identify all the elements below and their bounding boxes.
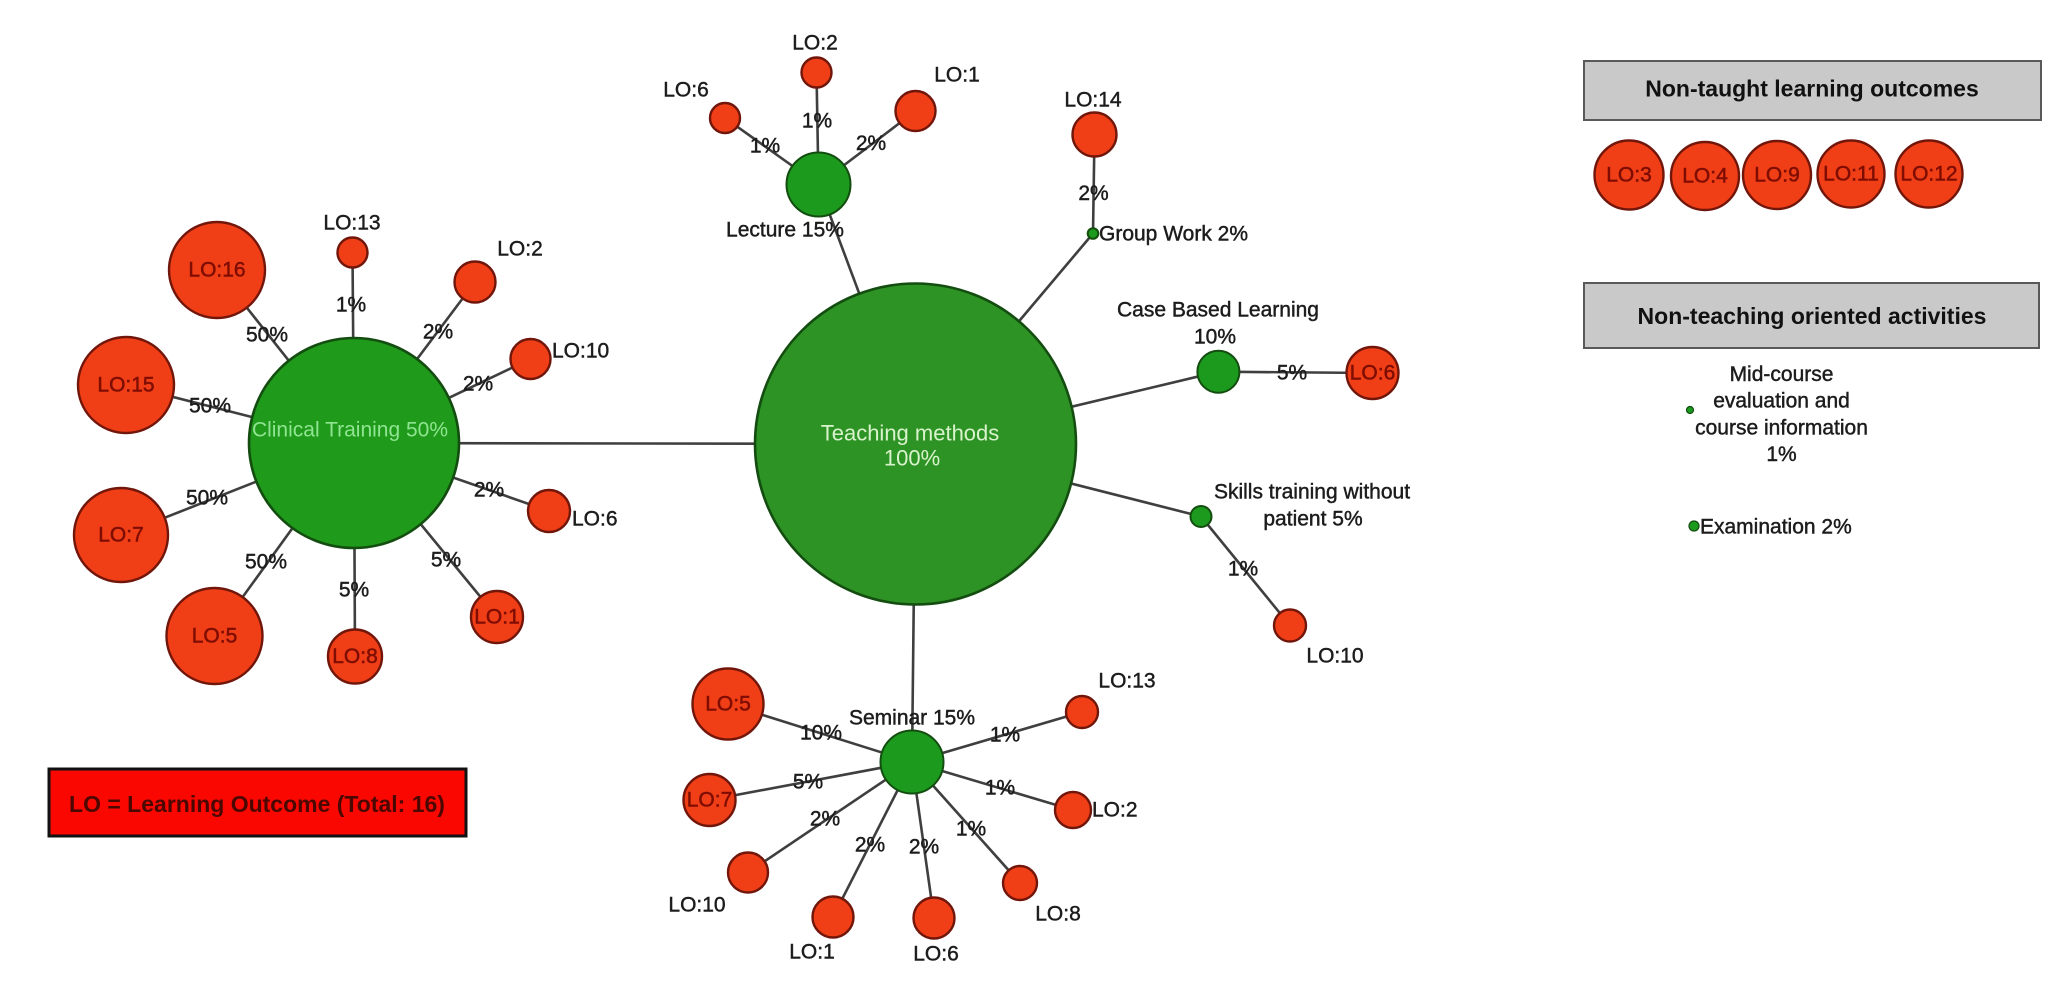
- svg-text:LO:10: LO:10: [668, 894, 725, 917]
- svg-text:Mid-course: Mid-course: [1730, 363, 1834, 386]
- svg-text:Skills training without: Skills training without: [1214, 481, 1410, 504]
- svg-text:2%: 2%: [463, 373, 493, 396]
- svg-text:evaluation and: evaluation and: [1713, 390, 1850, 413]
- svg-text:LO:2: LO:2: [1092, 799, 1138, 822]
- svg-text:2%: 2%: [1078, 182, 1108, 205]
- svg-text:LO:16: LO:16: [188, 259, 245, 282]
- svg-text:LO:2: LO:2: [792, 32, 838, 55]
- svg-text:Non-teaching oriented activiti: Non-teaching oriented activities: [1638, 303, 1987, 329]
- svg-text:Non-taught learning outcomes: Non-taught learning outcomes: [1645, 76, 1979, 102]
- svg-text:1%: 1%: [336, 294, 366, 317]
- svg-text:LO:11: LO:11: [1823, 163, 1879, 186]
- svg-text:10%: 10%: [800, 722, 842, 745]
- svg-text:LO:10: LO:10: [552, 340, 609, 363]
- svg-text:LO:1: LO:1: [934, 64, 980, 87]
- svg-text:LO:14: LO:14: [1064, 89, 1122, 112]
- svg-text:50%: 50%: [186, 487, 228, 510]
- svg-text:LO:13: LO:13: [323, 212, 380, 235]
- svg-text:5%: 5%: [431, 549, 461, 572]
- svg-text:Examination 2%: Examination 2%: [1700, 516, 1852, 539]
- svg-text:LO:1: LO:1: [789, 941, 835, 964]
- svg-text:LO = Learning Outcome (Total:: LO = Learning Outcome (Total: 16): [69, 791, 445, 817]
- svg-text:LO:3: LO:3: [1606, 164, 1652, 187]
- svg-text:LO:13: LO:13: [1098, 670, 1155, 693]
- svg-text:Case Based Learning: Case Based Learning: [1117, 299, 1319, 322]
- svg-text:LO:4: LO:4: [1682, 165, 1728, 188]
- svg-text:Seminar 15%: Seminar 15%: [849, 707, 975, 730]
- svg-text:2%: 2%: [810, 808, 840, 831]
- svg-text:5%: 5%: [339, 579, 369, 602]
- svg-text:Teaching methods: Teaching methods: [821, 421, 1000, 446]
- svg-text:1%: 1%: [1766, 443, 1796, 466]
- svg-text:50%: 50%: [246, 324, 288, 347]
- svg-text:50%: 50%: [189, 395, 231, 418]
- svg-text:LO:1: LO:1: [474, 606, 520, 629]
- svg-text:LO:7: LO:7: [687, 789, 733, 812]
- svg-text:LO:8: LO:8: [1035, 903, 1081, 926]
- svg-text:2%: 2%: [856, 132, 886, 155]
- svg-text:patient 5%: patient 5%: [1263, 508, 1362, 531]
- svg-text:LO:6: LO:6: [1350, 362, 1396, 385]
- svg-text:2%: 2%: [909, 836, 939, 859]
- svg-text:100%: 100%: [884, 446, 940, 471]
- svg-text:LO:15: LO:15: [97, 374, 154, 397]
- svg-text:1%: 1%: [956, 818, 986, 841]
- svg-text:5%: 5%: [1277, 362, 1307, 385]
- svg-text:5%: 5%: [793, 771, 823, 794]
- svg-text:LO:5: LO:5: [192, 625, 238, 648]
- svg-text:Clinical Training 50%: Clinical Training 50%: [252, 419, 448, 442]
- svg-text:LO:7: LO:7: [98, 524, 144, 547]
- svg-text:1%: 1%: [750, 135, 780, 158]
- svg-text:10%: 10%: [1194, 326, 1236, 349]
- svg-text:50%: 50%: [245, 551, 287, 574]
- svg-text:1%: 1%: [802, 110, 832, 133]
- svg-text:Group Work 2%: Group Work 2%: [1099, 223, 1248, 246]
- svg-text:2%: 2%: [855, 834, 885, 857]
- svg-text:1%: 1%: [990, 724, 1020, 747]
- svg-text:LO:10: LO:10: [1306, 645, 1363, 668]
- svg-text:2%: 2%: [423, 321, 453, 344]
- svg-text:LO:2: LO:2: [497, 238, 543, 261]
- svg-text:Lecture 15%: Lecture 15%: [726, 219, 844, 242]
- svg-text:1%: 1%: [1228, 558, 1258, 581]
- svg-text:2%: 2%: [474, 479, 504, 502]
- svg-text:LO:5: LO:5: [705, 693, 751, 716]
- svg-text:LO:12: LO:12: [1900, 163, 1957, 186]
- svg-text:1%: 1%: [985, 777, 1015, 800]
- svg-text:LO:6: LO:6: [572, 508, 618, 531]
- svg-text:LO:9: LO:9: [1754, 164, 1800, 187]
- svg-text:LO:6: LO:6: [663, 79, 709, 102]
- svg-text:course information: course information: [1695, 416, 1868, 439]
- svg-text:LO:6: LO:6: [913, 943, 959, 966]
- svg-text:LO:8: LO:8: [332, 645, 378, 668]
